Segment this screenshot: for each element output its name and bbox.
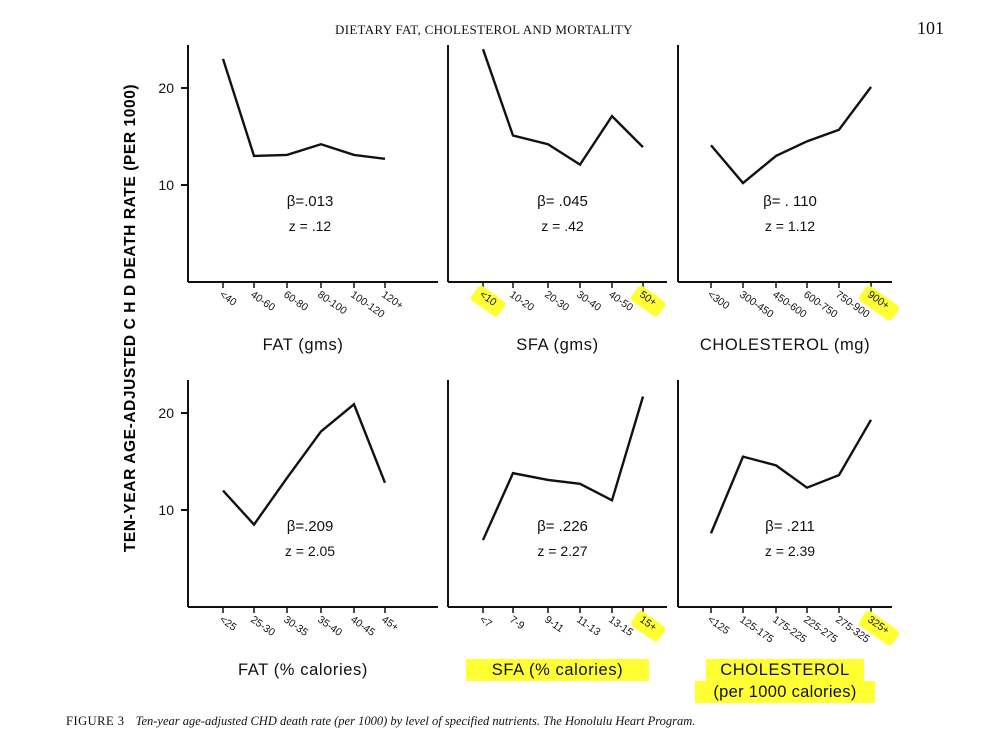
- x-tick-label: 13-15: [606, 614, 635, 639]
- highlight-mark: [466, 659, 649, 681]
- z-stat: z = 2.27: [537, 543, 587, 559]
- beta-stat: β= . 110: [763, 193, 817, 210]
- x-tick-label: 20-30: [542, 289, 571, 314]
- x-tick-label: 7-9: [507, 614, 526, 633]
- z-stat: z = 1.12: [765, 218, 815, 234]
- x-tick-label: 40-50: [606, 289, 635, 314]
- highlight-mark: [859, 285, 900, 321]
- z-stat: z = .12: [289, 218, 332, 234]
- x-tick-label: <300: [705, 289, 731, 312]
- x-tick-label: 100-120: [348, 289, 387, 321]
- series-line: [709, 419, 873, 534]
- z-stat: z = 2.05: [285, 543, 335, 559]
- x-tick-label: 600-750: [801, 289, 840, 321]
- x-tick-label: 45+: [379, 614, 400, 634]
- series-line: [710, 86, 872, 185]
- y-tick-label: 10: [158, 177, 174, 193]
- x-tick-label: 11-13: [574, 614, 602, 639]
- y-tick-label: 20: [158, 405, 174, 421]
- y-tick-label: 20: [158, 80, 174, 96]
- x-tick-label: 40-60: [248, 289, 277, 314]
- x-tick-label: 300-450: [737, 289, 776, 321]
- x-tick-label: 450-600: [770, 289, 809, 321]
- x-tick-label: 30-35: [281, 614, 310, 639]
- figure-caption: FIGURE 3 Ten-year age-adjusted CHD death…: [66, 714, 695, 729]
- beta-stat: β=.209: [287, 518, 334, 535]
- x-axis-title: FAT (gms): [263, 336, 344, 354]
- beta-stat: β= .045: [537, 193, 588, 210]
- series-line: [481, 396, 645, 541]
- x-tick-label: 10-20: [507, 289, 536, 314]
- x-axis-title: CHOLESTEROL: [720, 661, 849, 679]
- x-axis-title: SFA (% calories): [492, 661, 624, 679]
- caption-label: FIGURE 3: [66, 714, 125, 728]
- highlight-mark: [695, 681, 875, 703]
- beta-stat: β=.013: [287, 193, 334, 210]
- highlight-mark: [706, 659, 864, 681]
- page-header: DIETARY FAT, CHOLESTEROL AND MORTALITY 1…: [0, 18, 985, 42]
- highlight-mark: [631, 285, 666, 317]
- x-tick-label: <25: [217, 614, 239, 634]
- x-tick-label: 30-40: [574, 289, 603, 314]
- z-stat: z = 2.39: [765, 543, 815, 559]
- series-line: [222, 402, 387, 527]
- x-axis-title: CHOLESTEROL (mg): [700, 336, 870, 354]
- beta-stat: β= .226: [537, 518, 588, 535]
- x-tick-label: <125: [705, 614, 731, 637]
- x-axis-title-line2: (per 1000 calories): [713, 683, 856, 701]
- highlight-mark: [631, 610, 666, 642]
- x-tick-label: 125-175: [737, 614, 776, 646]
- series-line: [221, 58, 386, 161]
- y-tick-label: 10: [158, 502, 174, 518]
- series-line: [481, 48, 644, 167]
- x-tick-label: 9-11: [542, 614, 566, 636]
- x-tick-label: <40: [217, 289, 239, 309]
- page-number: 101: [917, 18, 944, 38]
- x-tick-label: 40-45: [348, 614, 377, 639]
- x-tick-label: <7: [477, 614, 494, 631]
- z-stat: z = .42: [541, 218, 584, 234]
- x-tick-label: 60-80: [281, 289, 310, 314]
- x-tick-label: 80-100: [315, 289, 349, 318]
- caption-text: Ten-year age-adjusted CHD death rate (pe…: [135, 714, 696, 728]
- y-axis-label: TEN-YEAR AGE-ADJUSTED C H D DEATH RATE (…: [122, 84, 139, 552]
- x-tick-label: 225-275: [801, 614, 840, 646]
- x-tick-label: 35-40: [315, 614, 344, 639]
- highlight-mark: [859, 610, 900, 646]
- x-tick-label: 175-225: [770, 614, 809, 646]
- running-head: DIETARY FAT, CHOLESTEROL AND MORTALITY: [335, 22, 633, 37]
- highlight-mark: [471, 285, 506, 317]
- x-axis-title: SFA (gms): [516, 336, 598, 354]
- beta-stat: β= .211: [765, 518, 815, 535]
- x-axis-title: FAT (% calories): [238, 661, 368, 679]
- x-tick-label: 25-30: [248, 614, 277, 639]
